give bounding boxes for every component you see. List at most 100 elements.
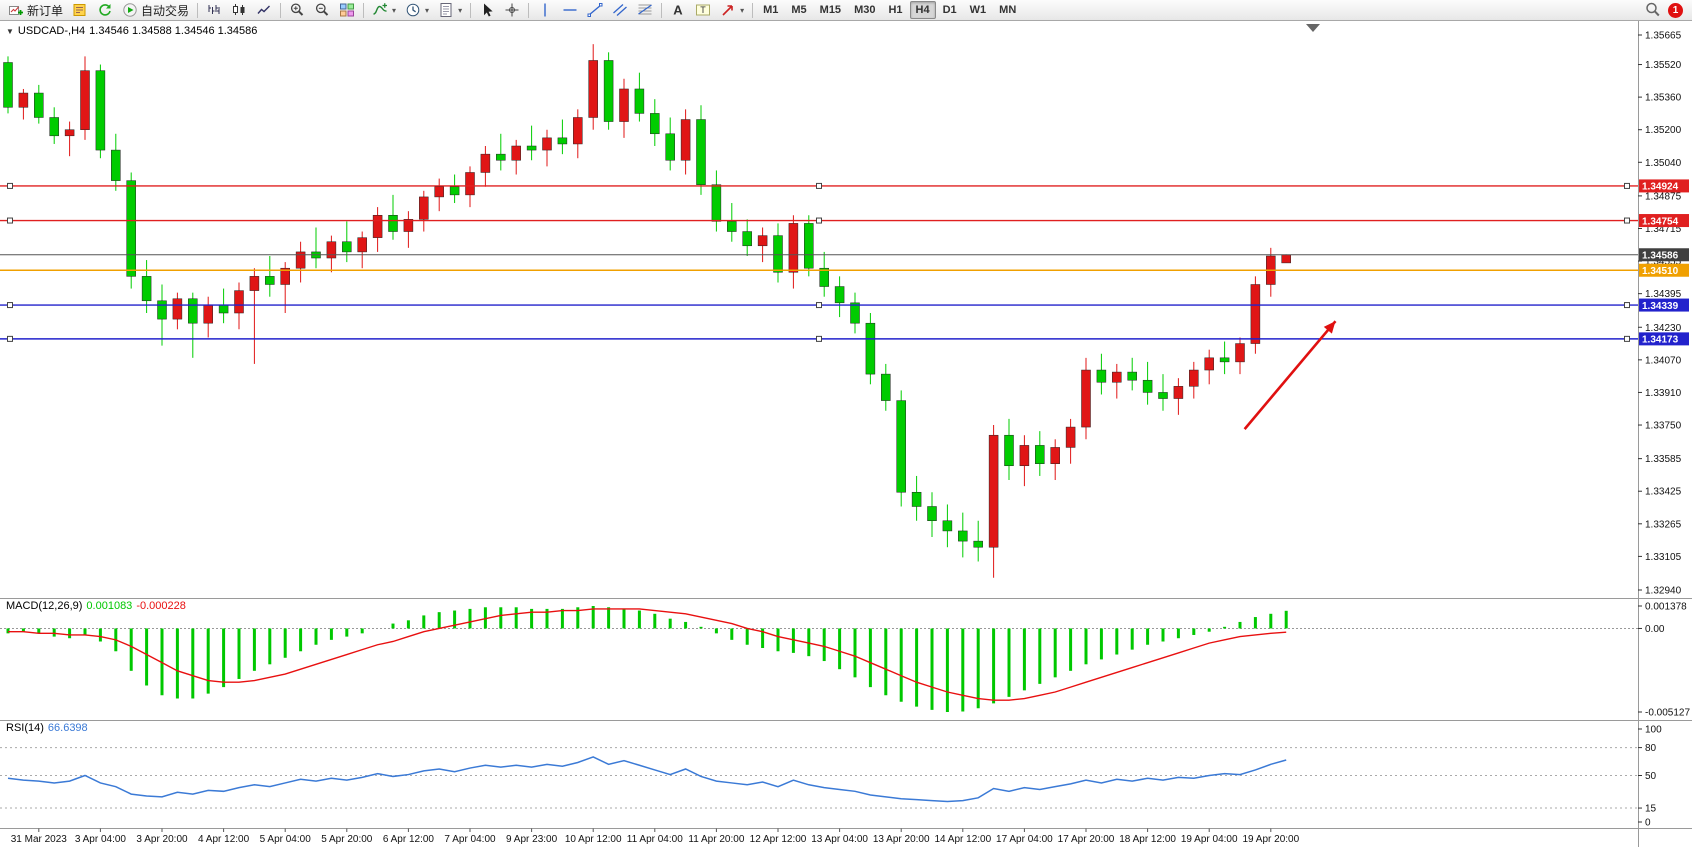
line-handle[interactable] <box>816 182 822 189</box>
indicators-button[interactable]: ▾ <box>368 1 400 20</box>
zoom-in-icon <box>290 3 304 16</box>
candle-body <box>172 298 183 320</box>
new-order-button[interactable]: 新订单 <box>4 1 67 20</box>
arrows-button[interactable]: ▾ <box>716 1 748 20</box>
cursor-button[interactable] <box>475 1 499 20</box>
svg-text:9 Apr 23:00: 9 Apr 23:00 <box>506 834 558 845</box>
panel-separators <box>0 21 1692 847</box>
svg-text:1.34875: 1.34875 <box>1645 191 1682 202</box>
tile-windows-icon <box>340 3 355 17</box>
line-handle[interactable] <box>816 302 822 309</box>
line-handle[interactable] <box>7 182 13 189</box>
timeframe-m1-button[interactable]: M1 <box>763 4 779 16</box>
toolbar-separator <box>752 2 754 18</box>
equidistant-channel-button[interactable] <box>608 1 632 20</box>
timeframe-m15-button[interactable]: M15 <box>819 4 842 16</box>
svg-text:4 Apr 12:00: 4 Apr 12:00 <box>198 834 250 845</box>
candle-body <box>911 491 922 507</box>
candle-body <box>634 88 645 114</box>
text-button[interactable]: A <box>666 1 690 20</box>
periods-button[interactable]: ▾ <box>401 1 433 20</box>
channel-icon <box>613 4 628 16</box>
svg-text:19 Apr 04:00: 19 Apr 04:00 <box>1181 834 1238 845</box>
rsi-indicator-label: RSI(14) 66.6398 <box>6 722 92 734</box>
candle-body <box>834 286 845 304</box>
refresh-icon <box>99 4 111 16</box>
refresh-button[interactable] <box>93 1 117 20</box>
metaeditor-button[interactable] <box>68 1 92 20</box>
candle-body <box>465 172 475 196</box>
line-handle[interactable] <box>816 217 822 224</box>
zoom-in-button[interactable] <box>285 1 309 20</box>
new-order-label: 新订单 <box>27 3 64 18</box>
horizontal-line-button[interactable] <box>558 1 582 20</box>
candle-body <box>542 137 552 151</box>
svg-text:13 Apr 04:00: 13 Apr 04:00 <box>811 834 868 845</box>
svg-text:0.00: 0.00 <box>1645 624 1665 635</box>
chart-collapse-icon[interactable]: ▼ <box>6 27 14 36</box>
chart-canvas[interactable]: 1.35665 1.35520 1.35360 1.35200 1.35040 1.348… <box>0 21 1692 847</box>
line-handle[interactable] <box>1624 302 1630 309</box>
timeframe-h1-button[interactable]: H1 <box>888 4 903 16</box>
chart-candlesticks-button[interactable] <box>227 1 251 20</box>
chart-shift-marker[interactable] <box>1306 24 1320 32</box>
timeframe-mn-button[interactable]: MN <box>999 4 1017 16</box>
chart-symbol-period: USDCAD-,H4 <box>17 25 86 37</box>
notification-badge[interactable]: 1 <box>1668 2 1683 18</box>
line-handle[interactable] <box>1624 182 1630 189</box>
vertical-line-button[interactable] <box>533 1 557 20</box>
chart-bars-button[interactable] <box>202 1 226 20</box>
candle-body <box>95 70 106 151</box>
trendline-button[interactable] <box>583 1 607 20</box>
line-handle[interactable] <box>7 302 13 309</box>
candle-body <box>680 119 691 161</box>
candle-body <box>881 373 891 401</box>
chart-header: ▼ USDCAD-,H4 1.34546 1.34588 1.34546 1.345… <box>6 25 261 37</box>
candle-body <box>742 231 752 247</box>
text-label-button[interactable]: T <box>691 1 715 20</box>
fibonacci-retracement-button[interactable] <box>633 1 657 20</box>
timeframe-h4-button[interactable]: H4 <box>909 1 936 19</box>
zoom-out-button[interactable] <box>310 1 334 20</box>
svg-text:1.34715: 1.34715 <box>1645 224 1682 235</box>
line-handle[interactable] <box>816 335 822 342</box>
periods-icon <box>406 3 420 17</box>
line-handle[interactable] <box>1624 335 1630 342</box>
timeframe-w1-button[interactable]: W1 <box>969 4 987 16</box>
toolbar-separator <box>197 2 199 18</box>
chart-ohlc-readout: 1.34546 1.34588 1.34546 1.34586 <box>89 25 258 37</box>
candle-body <box>1081 369 1091 428</box>
svg-text:1.34339: 1.34339 <box>1642 301 1679 312</box>
timeframe-m30-button[interactable]: M30 <box>854 4 876 16</box>
timeframe-m5-button[interactable]: M5 <box>791 4 807 16</box>
candle-body <box>511 145 521 161</box>
auto-trading-button[interactable]: 自动交易 <box>118 1 193 20</box>
candle-body <box>126 180 136 277</box>
macd-main-value: 0.001083 <box>86 600 133 612</box>
svg-text:1.33750: 1.33750 <box>1645 421 1682 432</box>
crosshair-button[interactable] <box>500 1 524 20</box>
candle-body <box>757 235 768 247</box>
toolbar-separator <box>470 2 472 18</box>
trend-arrow-annotation[interactable] <box>1243 320 1337 430</box>
chart-line-button[interactable] <box>252 1 276 20</box>
candle-body <box>342 241 352 253</box>
candle-body <box>295 251 306 269</box>
line-handle[interactable] <box>1624 217 1630 224</box>
svg-text:1.34173: 1.34173 <box>1642 335 1679 346</box>
tile-windows-button[interactable] <box>335 1 359 20</box>
candle-body <box>526 145 537 151</box>
line-handle[interactable] <box>7 335 13 342</box>
candle-body <box>218 304 229 314</box>
svg-text:12 Apr 12:00: 12 Apr 12:00 <box>750 834 807 845</box>
auto-trading-icon <box>123 3 137 17</box>
line-handle[interactable] <box>7 217 13 224</box>
timeframe-d1-button[interactable]: D1 <box>942 4 957 16</box>
bars-icon <box>208 5 220 14</box>
search-button[interactable] <box>1641 1 1665 20</box>
svg-text:1.33910: 1.33910 <box>1645 388 1682 399</box>
templates-button[interactable]: ▾ <box>434 1 466 20</box>
macd-panel: 0.001378 0.00 -0.005127 <box>0 602 1690 719</box>
candle-body <box>788 223 799 273</box>
